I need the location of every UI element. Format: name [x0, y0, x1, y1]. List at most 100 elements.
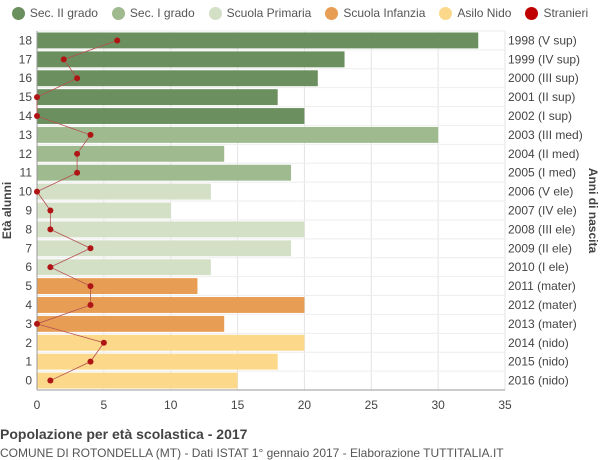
bar	[37, 372, 238, 389]
birth-year-label: 2009 (II ele)	[508, 241, 572, 255]
stranieri-point	[47, 264, 54, 271]
legend-label: Scuola Primaria	[226, 6, 312, 20]
legend-label: Scuola Infanzia	[343, 6, 426, 20]
legend-label: Asilo Nido	[457, 6, 512, 20]
bar	[37, 297, 305, 313]
legend: Sec. II grado Sec. I grado Scuola Primaria…	[0, 6, 600, 20]
stranieri-point	[60, 56, 67, 63]
chart-footer-title: Popolazione per età scolastica - 2017	[0, 426, 248, 442]
x-tick-label: 35	[498, 398, 512, 412]
legend-item: Sec. II grado	[11, 6, 98, 20]
stranieri-point	[34, 320, 40, 327]
legend-item: Scuola Infanzia	[325, 6, 425, 20]
age-tick-label: 18	[19, 33, 33, 47]
birth-year-label: 2011 (mater)	[508, 279, 576, 293]
age-tick-label: 10	[19, 185, 33, 199]
legend-swatch	[11, 6, 25, 20]
x-tick-label: 20	[298, 398, 312, 412]
stranieri-point	[74, 150, 81, 157]
stranieri-point	[114, 37, 121, 44]
birth-year-label: 2013 (mater)	[508, 317, 577, 331]
birth-year-label: 2007 (IV ele)	[508, 204, 577, 218]
x-tick-label: 10	[164, 398, 178, 412]
bar	[37, 32, 479, 49]
chart-footer-source: COMUNE DI ROTONDELLA (MT) - Dati ISTAT 1…	[0, 446, 504, 460]
legend-item: Scuola Primaria	[208, 6, 312, 20]
birth-year-label: 2006 (V ele)	[508, 185, 573, 199]
legend-item: Asilo Nido	[439, 6, 511, 20]
age-tick-label: 8	[25, 222, 32, 236]
bar	[37, 164, 292, 181]
bar	[37, 108, 305, 124]
bar	[37, 278, 198, 295]
age-tick-label: 17	[19, 52, 33, 66]
x-tick-label: 5	[101, 398, 108, 412]
x-tick-label: 25	[365, 398, 379, 412]
y-axis-title-right: Anni di nascita	[586, 168, 600, 254]
bar	[37, 51, 345, 68]
bar	[37, 145, 225, 162]
legend-swatch	[111, 6, 125, 20]
stranieri-point	[34, 94, 40, 101]
age-tick-label: 7	[25, 241, 32, 255]
stranieri-point	[74, 169, 81, 176]
age-tick-label: 15	[19, 90, 33, 104]
age-tick-label: 14	[19, 109, 33, 123]
legend-label: Sec. I grado	[129, 6, 195, 20]
age-tick-label: 9	[25, 204, 32, 218]
birth-year-label: 1999 (IV sup)	[508, 52, 580, 66]
stranieri-point	[34, 188, 40, 195]
age-tick-label: 1	[25, 355, 32, 369]
birth-year-label: 2004 (II med)	[508, 147, 579, 161]
bar	[37, 202, 171, 219]
legend-item: Stranieri	[525, 6, 588, 20]
bar	[37, 126, 439, 143]
birth-year-label: 2008 (III ele)	[508, 222, 575, 236]
x-tick-label: 30	[431, 398, 445, 412]
legend-label: Stranieri	[543, 6, 589, 20]
y-axis-title: Età alunni	[0, 182, 14, 239]
legend-item: Sec. I grado	[111, 6, 195, 20]
stranieri-point	[87, 358, 94, 365]
birth-year-label: 2002 (I sup)	[508, 109, 572, 123]
bar	[37, 70, 318, 87]
birth-year-label: 2003 (III med)	[508, 128, 583, 142]
bar	[37, 259, 211, 276]
stranieri-point	[87, 131, 94, 138]
bar	[37, 240, 292, 257]
age-tick-label: 5	[25, 279, 32, 293]
birth-year-label: 2000 (III sup)	[508, 71, 579, 85]
stranieri-point	[47, 207, 54, 214]
stranieri-point	[100, 339, 107, 346]
age-tick-label: 0	[25, 374, 32, 388]
age-tick-label: 12	[19, 147, 33, 161]
legend-swatch	[439, 6, 453, 20]
bar	[37, 353, 278, 370]
stranieri-point	[87, 301, 94, 308]
legend-label: Sec. II grado	[29, 6, 98, 20]
stranieri-point	[87, 245, 94, 252]
bar	[37, 221, 305, 238]
legend-swatch	[208, 6, 222, 20]
x-tick-label: 0	[34, 398, 41, 412]
age-tick-label: 13	[19, 128, 33, 142]
stranieri-point	[47, 226, 54, 233]
birth-year-label: 2012 (mater)	[508, 298, 577, 312]
legend-swatch	[525, 6, 539, 20]
age-tick-label: 2	[25, 336, 32, 350]
bar	[37, 89, 278, 106]
birth-year-label: 2015 (nido)	[508, 355, 569, 369]
legend-swatch	[325, 6, 339, 20]
birth-year-label: 2016 (nido)	[508, 374, 569, 388]
age-tick-label: 3	[25, 317, 32, 331]
stranieri-point	[87, 283, 94, 290]
age-tick-label: 11	[20, 166, 33, 180]
x-tick-label: 15	[231, 398, 245, 412]
birth-year-label: 2005 (I med)	[508, 166, 576, 180]
stranieri-point	[34, 113, 40, 120]
age-tick-label: 6	[25, 260, 32, 274]
bar	[37, 315, 225, 332]
birth-year-label: 2010 (I ele)	[508, 260, 569, 274]
stranieri-point	[74, 75, 81, 82]
birth-year-label: 2001 (II sup)	[508, 90, 575, 104]
